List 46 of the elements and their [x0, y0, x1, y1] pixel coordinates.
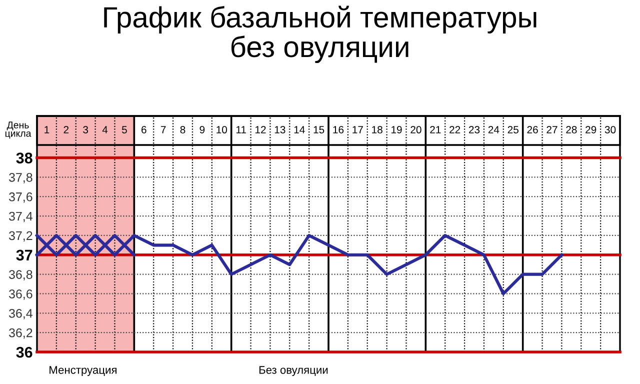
y-tick-label: 38 — [16, 152, 32, 164]
x-tick-label: 14 — [294, 126, 305, 134]
x-tick-label: 21 — [430, 126, 441, 134]
x-tick-label: 20 — [410, 126, 422, 134]
x-tick-label: 23 — [468, 126, 480, 134]
x-tick-label: 9 — [200, 126, 205, 134]
x-tick-label: 6 — [142, 126, 146, 134]
y-tick-label: 37,2 — [8, 231, 32, 242]
x-tick-label: 8 — [180, 126, 186, 134]
x-tick-label: 17 — [352, 126, 363, 134]
x-tick-label: 13 — [274, 126, 286, 134]
text: Без овуляции — [259, 366, 328, 376]
chart-title: График базальной температуры без овуляции — [104, 6, 536, 64]
x-tick-label: 30 — [604, 126, 616, 134]
text: Менструация — [50, 366, 116, 376]
x-tick-label: 7 — [160, 126, 166, 134]
x-tick-label: 2 — [64, 126, 69, 134]
y-tick-label: 37,6 — [8, 192, 32, 203]
x-tick-label: 3 — [83, 126, 88, 134]
x-tick-label: 12 — [255, 126, 266, 134]
y-tick-label: 36,8 — [8, 270, 32, 280]
x-tick-label: 15 — [314, 126, 324, 134]
x-tick-label: 18 — [372, 126, 382, 134]
y-tick-label: 36,6 — [8, 290, 32, 300]
x-tick-label: 24 — [488, 126, 500, 134]
x-tick-label: 26 — [527, 126, 538, 134]
x-tick-label: 22 — [450, 126, 460, 134]
x-tick-label: 11 — [236, 126, 246, 134]
x-tick-label: 19 — [392, 126, 402, 134]
x-tick-label: 29 — [586, 126, 596, 134]
y-tick-label: 36 — [16, 346, 32, 358]
x-tick-label: 1 — [44, 126, 50, 134]
x-tick-label: 27 — [546, 126, 558, 134]
x-tick-label: 25 — [508, 126, 518, 134]
y-tick-label: 37,8 — [8, 172, 32, 184]
x-tick-label: 28 — [566, 126, 577, 134]
y-tick-label: 37 — [16, 250, 32, 261]
y-tick-label: 36,2 — [8, 328, 32, 339]
y-tick-label: 37,4 — [8, 212, 32, 222]
x-tick-label: 10 — [216, 126, 228, 134]
x-tick-label: 16 — [333, 126, 344, 134]
x-axis-title: День цикла — [5, 122, 32, 139]
x-tick-label: 5 — [122, 126, 127, 134]
line-series — [35, 234, 564, 296]
y-tick-label: 36,4 — [8, 308, 32, 320]
x-tick-label: 4 — [102, 126, 108, 134]
